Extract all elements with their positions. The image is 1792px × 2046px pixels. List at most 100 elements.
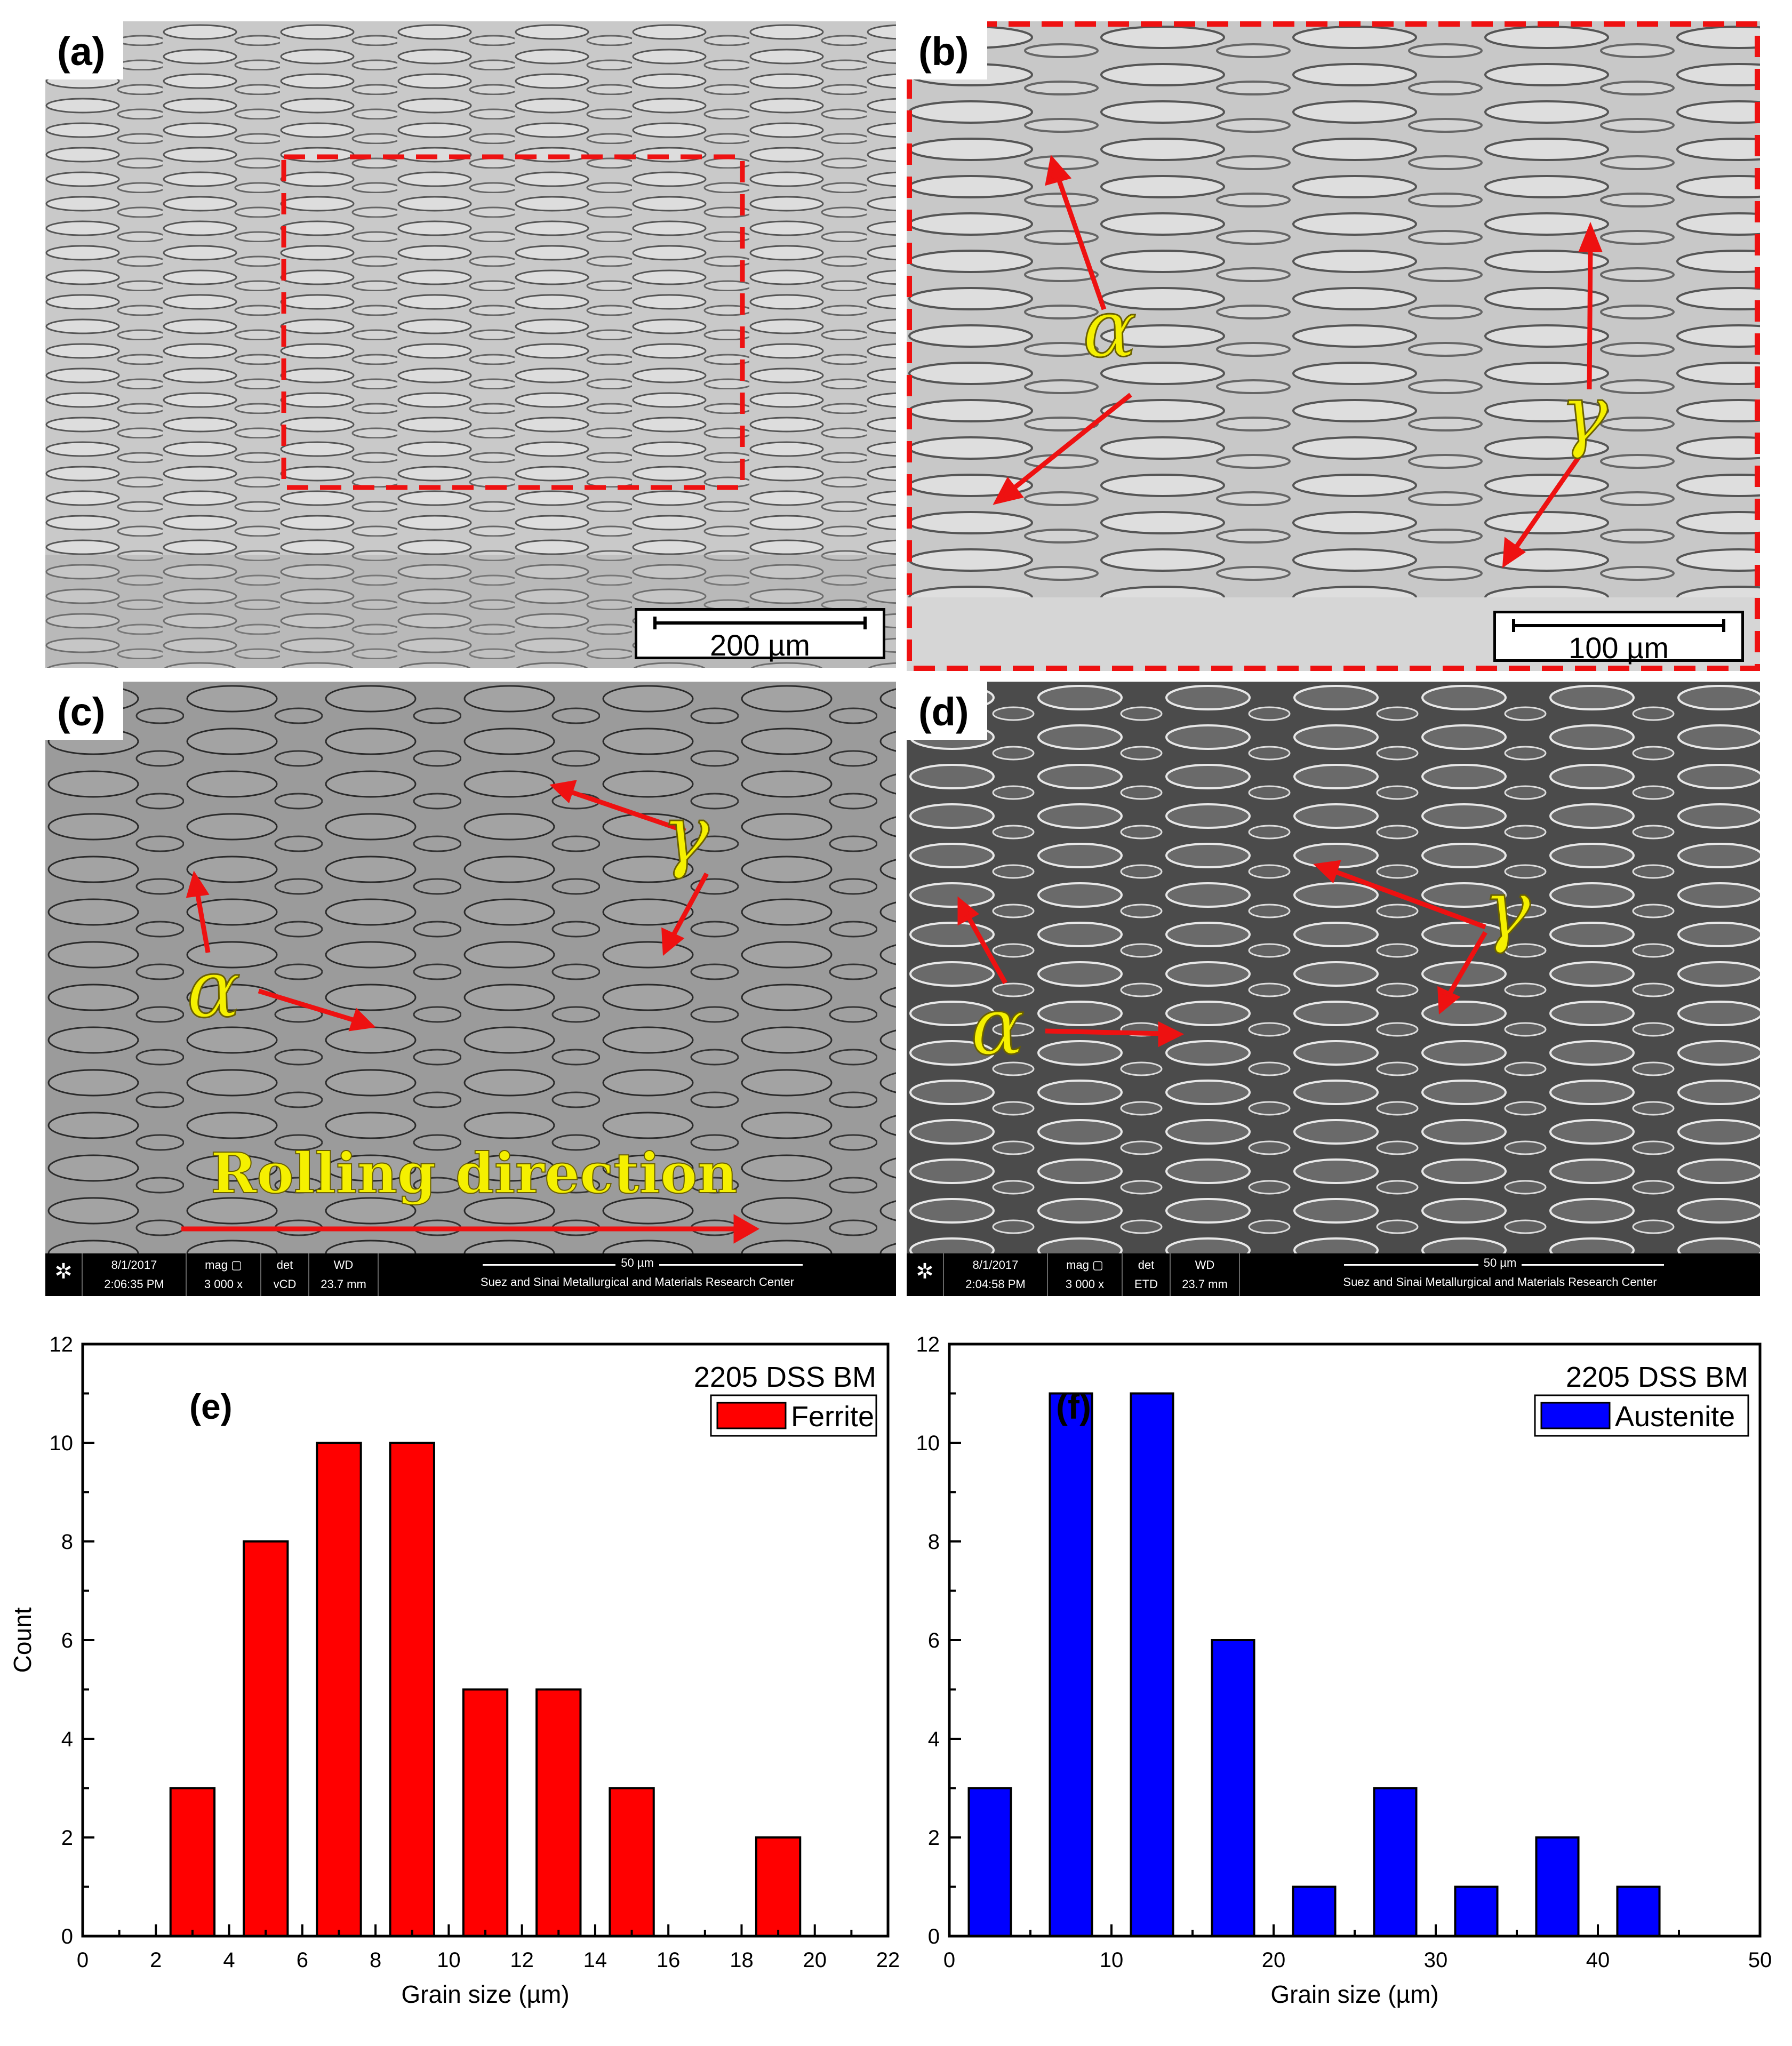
sem-databar-d: ✲ 8/1/2017 2:04:58 PM mag ▢ 3 000 x det … [907,1253,1760,1296]
x-tick-label: 20 [803,1948,827,1972]
alpha-label-b: α [1082,282,1137,377]
scale-bar-line [1512,619,1725,632]
micrograph-b-texture [907,21,1760,671]
panel-label: (e) [189,1387,233,1426]
y-tick-label: 8 [61,1530,73,1554]
alpha-label-d: α [970,980,1025,1074]
histogram-bar [1616,1885,1661,1937]
x-tick-label: 10 [437,1948,461,1972]
x-tick-label: 12 [510,1948,534,1972]
histogram-ferrite: 0 2 4 6 8 10 12 14 16 18 20 22 0 2 4 6 8 10 12 Grain size (… [9,1333,900,2008]
y-tick-label: 10 [50,1432,74,1455]
databar-center-name: Suez and Sinai Metallurgical and Materia… [480,1275,795,1289]
histogram-bar [1130,1392,1174,1937]
x-tick-label: 4 [223,1948,235,1972]
histogram-bar [535,1688,582,1937]
x-axis-label: Grain size (µm) [1270,1980,1438,2008]
databar-datetime: 8/1/2017 2:06:35 PM [83,1253,187,1296]
panel-label-d: (d) [907,682,987,740]
x-tick-label: 22 [876,1948,900,1972]
micrograph-c-texture [45,682,896,1253]
legend-title: 2205 DSS BM [1566,1361,1748,1393]
x-tick-label: 0 [77,1948,89,1972]
alpha-label-c: α [186,942,241,1037]
scale-bar-text: 200 µm [710,628,810,662]
histogram-bar [967,1787,1012,1937]
databar-scale: 50 µm Suez and Sinai Metallurgical and M… [1240,1253,1760,1296]
databar-datetime: 8/1/2017 2:04:58 PM [944,1253,1048,1296]
x-tick-label: 16 [657,1948,681,1972]
legend-title: 2205 DSS BM [694,1361,876,1393]
y-tick-label: 6 [61,1629,73,1652]
databar-det: det vCD [261,1253,309,1296]
y-tick-label: 2 [928,1826,940,1850]
histogram-bar [243,1540,289,1937]
panel-label-a: (a) [45,21,124,79]
histogram-bar [389,1442,435,1937]
fei-logo-icon: ✲ [45,1253,83,1296]
histogram-bar [1049,1392,1093,1937]
histogram-bar [1373,1787,1418,1937]
scale-bar-text: 100 µm [1569,631,1669,665]
x-tick-label: 8 [370,1948,381,1972]
histogram-bar [1211,1639,1255,1937]
scale-bar-a: 200 µm [635,608,885,662]
x-tick-label: 6 [297,1948,308,1972]
x-tick-label: 2 [150,1948,162,1972]
micrograph-a-texture [45,21,896,668]
scale-bar-b: 100 µm [1493,611,1744,665]
sem-databar-c: ✲ 8/1/2017 2:06:35 PM mag ▢ 3 000 x det … [45,1253,896,1296]
histogram-austenite: 0 10 20 30 40 50 0 2 4 6 8 10 12 Grain size (µm) (f) 22… [916,1333,1772,2008]
histogram-bar [316,1442,362,1937]
scale-bar-line [653,617,867,629]
gamma-label-c: γ [661,788,710,882]
databar-det: det ETD [1123,1253,1171,1296]
x-tick-label: 0 [943,1948,955,1972]
databar-scale: 50 µm Suez and Sinai Metallurgical and M… [379,1253,896,1296]
legend-series-name: Austenite [1615,1401,1735,1433]
y-tick-label: 2 [61,1826,73,1850]
databar-scale-text: 50 µm [615,1253,659,1273]
x-tick-label: 40 [1586,1948,1610,1972]
panel-label: (f) [1056,1387,1091,1426]
panel-label-b: (b) [907,21,987,79]
histogram-bar [1292,1885,1337,1937]
micrograph-c: α γ Rolling direction (c) ✲ 8/1/2017 2:0… [45,682,896,1296]
y-tick-label: 10 [916,1432,940,1455]
databar-center-name: Suez and Sinai Metallurgical and Materia… [1343,1275,1657,1289]
histogram-bar [1535,1836,1580,1937]
y-tick-label: 4 [61,1728,73,1751]
legend-series-name: Ferrite [791,1401,874,1433]
y-tick-label: 8 [928,1530,940,1554]
databar-mag: mag ▢ 3 000 x [187,1253,261,1296]
micrograph-d-texture [907,682,1760,1253]
histogram-bar [609,1787,655,1937]
histogram-bar [755,1836,802,1937]
legend-swatch [716,1402,787,1429]
x-tick-label: 50 [1748,1948,1772,1972]
y-tick-label: 4 [928,1728,940,1751]
micrograph-b: α γ (b) 100 µm [907,21,1760,671]
histogram-bar [1454,1885,1499,1937]
databar-wd: WD 23.7 mm [1171,1253,1240,1296]
rolling-direction-label: Rolling direction [210,1140,738,1206]
x-tick-label: 30 [1424,1948,1448,1972]
legend-swatch [1540,1402,1611,1429]
databar-scale-text: 50 µm [1478,1253,1522,1273]
x-axis-label: Grain size (µm) [401,1980,569,2008]
databar-mag: mag ▢ 3 000 x [1048,1253,1123,1296]
histogram-bar [462,1688,509,1937]
micrograph-a: (a) 200 µm [45,21,896,668]
x-tick-label: 18 [730,1948,754,1972]
micrograph-d: α γ (d) ✲ 8/1/2017 2:04:58 PM mag ▢ 3 00… [907,682,1760,1296]
x-tick-label: 14 [583,1948,607,1972]
fei-logo-icon: ✲ [907,1253,944,1296]
y-axis-label: Count [9,1607,36,1673]
databar-wd: WD 23.7 mm [309,1253,379,1296]
y-tick-label: 6 [928,1629,940,1652]
gamma-label-d: γ [1482,862,1532,957]
y-tick-label: 0 [61,1925,73,1948]
y-tick-label: 12 [916,1333,940,1356]
x-tick-label: 10 [1100,1948,1124,1972]
histogram-bar [169,1787,216,1937]
